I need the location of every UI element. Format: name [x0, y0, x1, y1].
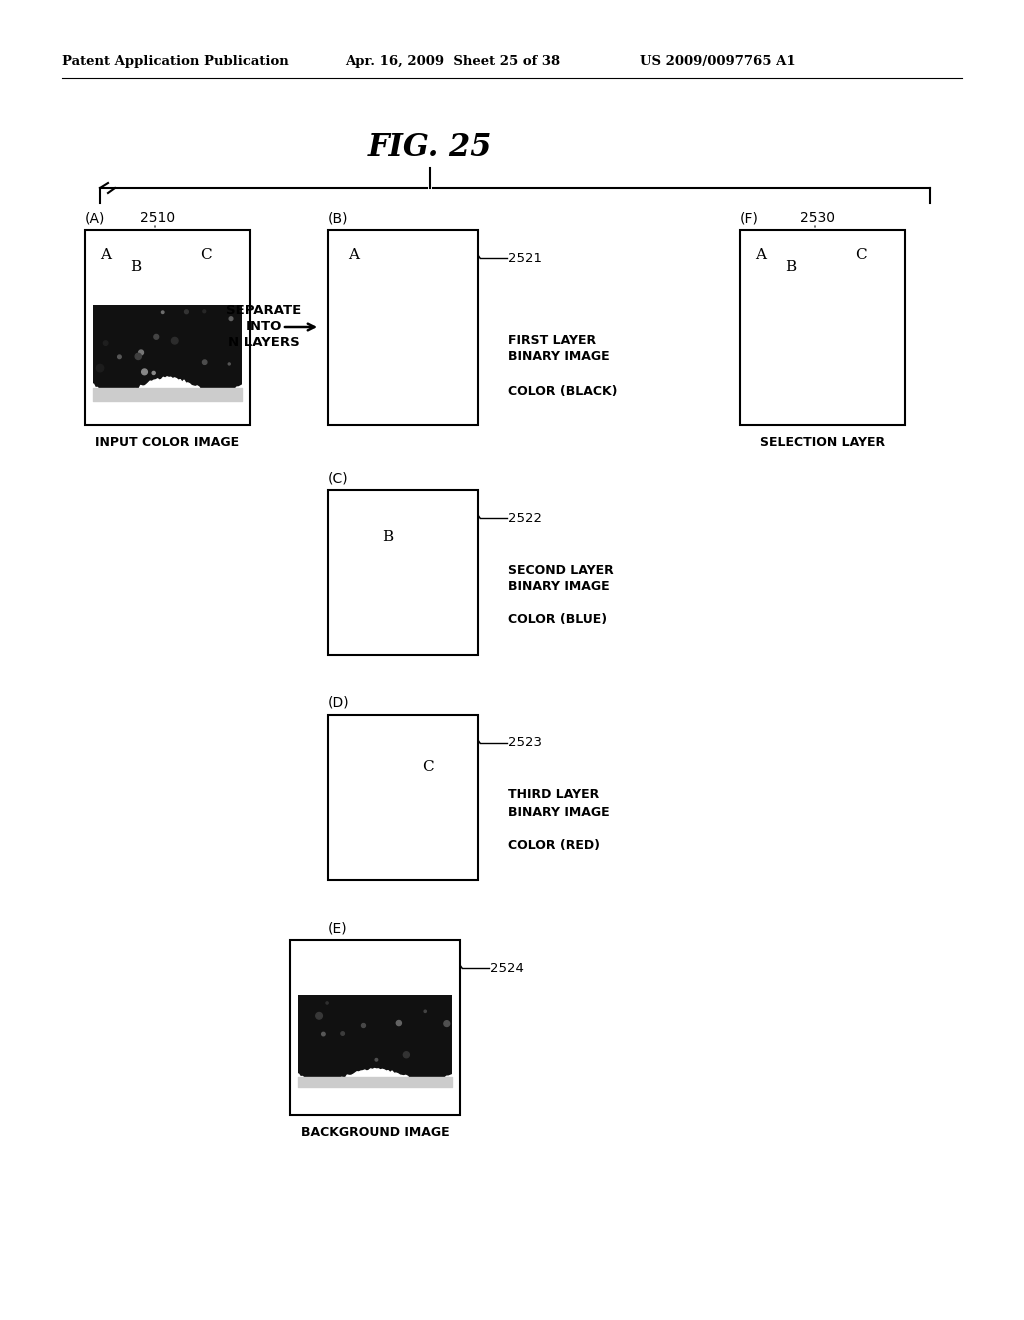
Text: A: A — [100, 248, 111, 261]
Text: (D): (D) — [328, 696, 349, 710]
Text: B: B — [382, 531, 393, 544]
Circle shape — [375, 1059, 378, 1061]
Text: SELECTION LAYER: SELECTION LAYER — [760, 437, 885, 450]
Text: C: C — [855, 248, 866, 261]
Text: B: B — [130, 260, 141, 275]
Text: (B): (B) — [328, 211, 348, 224]
Text: US 2009/0097765 A1: US 2009/0097765 A1 — [640, 55, 796, 69]
Text: FIRST LAYER: FIRST LAYER — [508, 334, 596, 346]
Text: (C): (C) — [328, 471, 348, 484]
Circle shape — [153, 371, 156, 375]
Circle shape — [141, 370, 147, 375]
Circle shape — [154, 334, 159, 339]
Bar — [85, 230, 250, 425]
Circle shape — [135, 354, 141, 359]
Text: 2530: 2530 — [800, 211, 835, 224]
Bar — [328, 230, 478, 425]
Circle shape — [443, 1020, 450, 1027]
Circle shape — [96, 364, 103, 372]
Bar — [290, 940, 460, 1115]
Text: COLOR (BLACK): COLOR (BLACK) — [508, 385, 617, 399]
Bar — [328, 715, 478, 880]
Text: SECOND LAYER: SECOND LAYER — [508, 564, 613, 577]
Text: 2523: 2523 — [508, 737, 542, 750]
Circle shape — [184, 310, 188, 314]
Text: 2521: 2521 — [508, 252, 542, 264]
Text: INTO: INTO — [246, 321, 283, 334]
Circle shape — [361, 1023, 366, 1027]
Circle shape — [203, 360, 207, 364]
Text: COLOR (BLUE): COLOR (BLUE) — [508, 614, 607, 627]
Text: INPUT COLOR IMAGE: INPUT COLOR IMAGE — [95, 437, 240, 450]
Text: 2522: 2522 — [508, 511, 542, 524]
Circle shape — [162, 312, 164, 313]
Text: (E): (E) — [328, 921, 347, 935]
Text: BINARY IMAGE: BINARY IMAGE — [508, 351, 609, 363]
Circle shape — [315, 1012, 323, 1019]
Circle shape — [424, 1010, 426, 1012]
Text: A: A — [348, 248, 359, 261]
Bar — [93, 305, 242, 420]
Circle shape — [229, 317, 232, 321]
Circle shape — [341, 1032, 344, 1035]
Circle shape — [171, 338, 178, 345]
Text: BINARY IMAGE: BINARY IMAGE — [508, 805, 609, 818]
Circle shape — [203, 310, 206, 313]
Circle shape — [138, 350, 143, 355]
Text: B: B — [785, 260, 796, 275]
Circle shape — [103, 341, 108, 346]
Circle shape — [118, 355, 121, 359]
Text: C: C — [200, 248, 212, 261]
Text: FIG. 25: FIG. 25 — [368, 132, 493, 164]
Circle shape — [403, 1052, 410, 1057]
Text: THIRD LAYER: THIRD LAYER — [508, 788, 599, 801]
Text: SEPARATE: SEPARATE — [226, 305, 302, 318]
Bar — [328, 490, 478, 655]
Text: COLOR (RED): COLOR (RED) — [508, 838, 600, 851]
Text: A: A — [755, 248, 766, 261]
Bar — [740, 230, 905, 425]
Circle shape — [326, 1002, 328, 1005]
Text: Apr. 16, 2009  Sheet 25 of 38: Apr. 16, 2009 Sheet 25 of 38 — [345, 55, 560, 69]
Circle shape — [322, 1032, 326, 1036]
Text: 2510: 2510 — [140, 211, 175, 224]
Circle shape — [396, 1020, 401, 1026]
Text: 2524: 2524 — [490, 961, 524, 974]
Circle shape — [228, 363, 230, 364]
Text: (F): (F) — [740, 211, 759, 224]
Text: BINARY IMAGE: BINARY IMAGE — [508, 581, 609, 594]
Text: N LAYERS: N LAYERS — [228, 337, 300, 350]
Text: BACKGROUND IMAGE: BACKGROUND IMAGE — [301, 1126, 450, 1139]
Text: (A): (A) — [85, 211, 105, 224]
Text: Patent Application Publication: Patent Application Publication — [62, 55, 289, 69]
Text: C: C — [422, 760, 434, 774]
Bar — [298, 995, 452, 1110]
